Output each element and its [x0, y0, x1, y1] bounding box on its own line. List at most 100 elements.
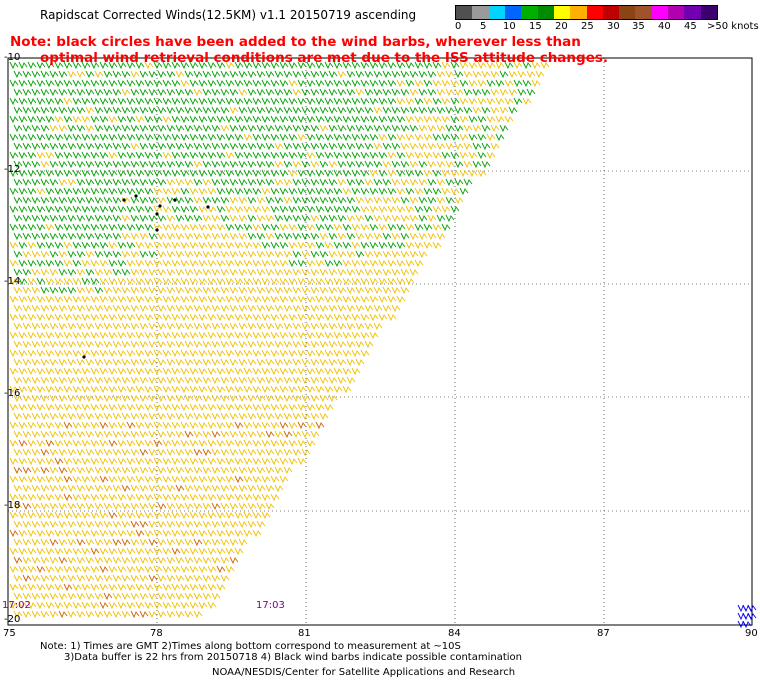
wind-barb	[139, 160, 149, 169]
wind-barb	[171, 367, 181, 376]
wind-barb	[229, 448, 239, 457]
wind-barb	[261, 493, 271, 502]
wind-barb	[400, 106, 410, 115]
wind-barb	[27, 115, 37, 124]
wind-barb	[256, 322, 266, 331]
wind-barb	[432, 241, 442, 250]
wind-barb	[9, 97, 19, 106]
wind-barb	[166, 412, 176, 421]
wind-barb	[130, 520, 140, 529]
wind-barb	[31, 268, 41, 277]
wind-barb	[94, 232, 104, 241]
wind-barb	[288, 79, 298, 88]
wind-barb	[315, 421, 325, 430]
wind-barb	[157, 574, 167, 583]
wind-barb	[319, 70, 329, 79]
wind-barb	[333, 133, 343, 142]
wind-barb	[418, 178, 428, 187]
wind-barb	[184, 610, 194, 619]
wind-barb	[409, 160, 419, 169]
wind-barb	[288, 187, 298, 196]
wind-barb	[198, 421, 208, 430]
wind-barb	[126, 169, 136, 178]
wind-barb	[225, 439, 235, 448]
wind-barb	[13, 124, 23, 133]
wind-barb	[121, 448, 131, 457]
wind-barb	[423, 115, 433, 124]
wind-barb	[207, 493, 217, 502]
wind-barb	[36, 385, 46, 394]
wind-barb	[292, 178, 302, 187]
wind-barb	[238, 448, 248, 457]
wind-barb	[180, 241, 190, 250]
wind-barb	[9, 205, 19, 214]
wind-barb	[243, 133, 253, 142]
wind-barb	[13, 574, 23, 583]
wind-barb	[67, 502, 77, 511]
wind-barb	[243, 241, 253, 250]
wind-barb	[315, 61, 325, 70]
wind-barb	[40, 502, 50, 511]
wind-barb	[153, 601, 163, 610]
wind-barb	[324, 313, 334, 322]
wind-barb	[31, 160, 41, 169]
wind-speed-legend	[455, 5, 718, 20]
wind-barb	[184, 592, 194, 601]
wind-barb	[229, 178, 239, 187]
wind-barb	[747, 612, 757, 621]
wind-barb	[31, 358, 41, 367]
wind-barb	[193, 412, 203, 421]
wind-barb	[36, 403, 46, 412]
wind-barb	[171, 151, 181, 160]
wind-barb	[22, 250, 32, 259]
wind-barb	[360, 295, 370, 304]
wind-barb	[90, 241, 100, 250]
wind-barb	[76, 304, 86, 313]
wind-barb	[148, 484, 158, 493]
wind-barb	[139, 358, 149, 367]
wind-barb	[315, 169, 325, 178]
wind-barb	[189, 565, 199, 574]
wind-barb	[72, 187, 82, 196]
wind-barb	[301, 70, 311, 79]
wind-barb	[85, 610, 95, 619]
wind-barb	[162, 403, 172, 412]
wind-barb	[139, 322, 149, 331]
wind-barb	[256, 88, 266, 97]
wind-barb	[351, 151, 361, 160]
wind-barb	[315, 241, 325, 250]
wind-barb	[72, 151, 82, 160]
wind-barb	[382, 232, 392, 241]
wind-barb	[112, 340, 122, 349]
wind-barb	[459, 97, 469, 106]
wind-barb	[180, 385, 190, 394]
wind-barb	[90, 331, 100, 340]
wind-barb	[270, 421, 280, 430]
wind-barb	[270, 259, 280, 268]
wind-barb	[409, 232, 419, 241]
wind-barb	[99, 601, 109, 610]
wind-barb	[378, 79, 388, 88]
wind-barb	[504, 61, 514, 70]
legend-label: 45	[684, 21, 697, 32]
map-grid	[7, 57, 753, 626]
wind-barb	[472, 124, 482, 133]
wind-barb	[288, 295, 298, 304]
wind-barb	[337, 358, 347, 367]
wind-barb	[54, 385, 64, 394]
wind-barb	[103, 412, 113, 421]
wind-barb	[337, 124, 347, 133]
wind-barb	[346, 250, 356, 259]
wind-barb	[742, 620, 752, 629]
wind-barb	[373, 196, 383, 205]
wind-barb	[193, 574, 203, 583]
wind-barb	[373, 124, 383, 133]
wind-barb	[513, 61, 523, 70]
wind-barb	[207, 547, 217, 556]
wind-barb	[400, 88, 410, 97]
wind-barb	[400, 286, 410, 295]
wind-barb	[337, 268, 347, 277]
wind-barb	[139, 70, 149, 79]
wind-barb	[22, 160, 32, 169]
wind-barb	[310, 322, 320, 331]
